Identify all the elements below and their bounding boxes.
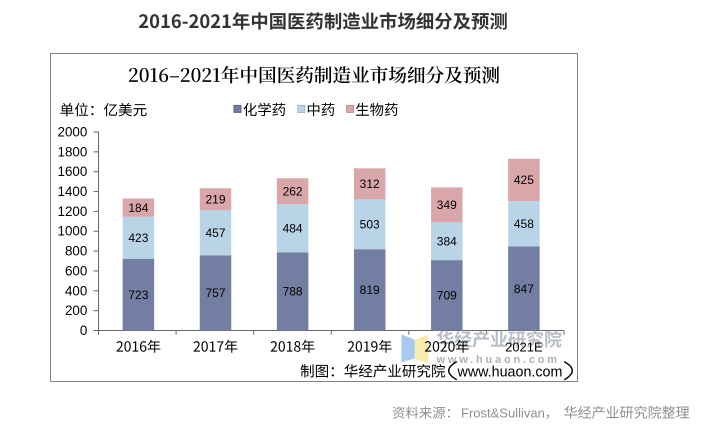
svg-text:1600: 1600 <box>58 164 88 179</box>
svg-text:600: 600 <box>65 263 87 278</box>
svg-text:819: 819 <box>360 283 380 297</box>
svg-text:1000: 1000 <box>58 224 88 239</box>
svg-text:219: 219 <box>205 192 225 206</box>
svg-text:262: 262 <box>283 185 303 199</box>
svg-text:312: 312 <box>360 177 380 191</box>
svg-text:349: 349 <box>437 198 457 212</box>
svg-text:847: 847 <box>514 282 534 296</box>
svg-text:723: 723 <box>128 288 148 302</box>
svg-text:457: 457 <box>205 226 225 240</box>
svg-text:184: 184 <box>128 201 148 215</box>
svg-text:709: 709 <box>437 289 457 303</box>
svg-text:423: 423 <box>128 231 148 245</box>
svg-text:425: 425 <box>514 173 534 187</box>
svg-text:458: 458 <box>514 217 534 231</box>
svg-text:www.huaon.com: www.huaon.com <box>457 364 563 380</box>
svg-text:484: 484 <box>283 222 303 236</box>
svg-text:788: 788 <box>283 285 303 299</box>
svg-text:200: 200 <box>65 303 87 318</box>
svg-text:2000: 2000 <box>58 124 88 139</box>
svg-text:400: 400 <box>65 283 87 298</box>
svg-text:757: 757 <box>205 286 225 300</box>
svg-text:1200: 1200 <box>58 204 88 219</box>
svg-text:www.huaon.com: www.huaon.com <box>436 354 560 366</box>
svg-text:1400: 1400 <box>58 184 88 199</box>
svg-text:800: 800 <box>65 244 87 259</box>
svg-text:384: 384 <box>437 234 457 248</box>
svg-text:Frost&Sullivan: Frost&Sullivan <box>461 406 545 421</box>
svg-text:2021E: 2021E <box>505 340 543 355</box>
svg-text:0: 0 <box>80 323 87 338</box>
svg-text:1800: 1800 <box>58 144 88 159</box>
svg-text:503: 503 <box>360 218 380 232</box>
